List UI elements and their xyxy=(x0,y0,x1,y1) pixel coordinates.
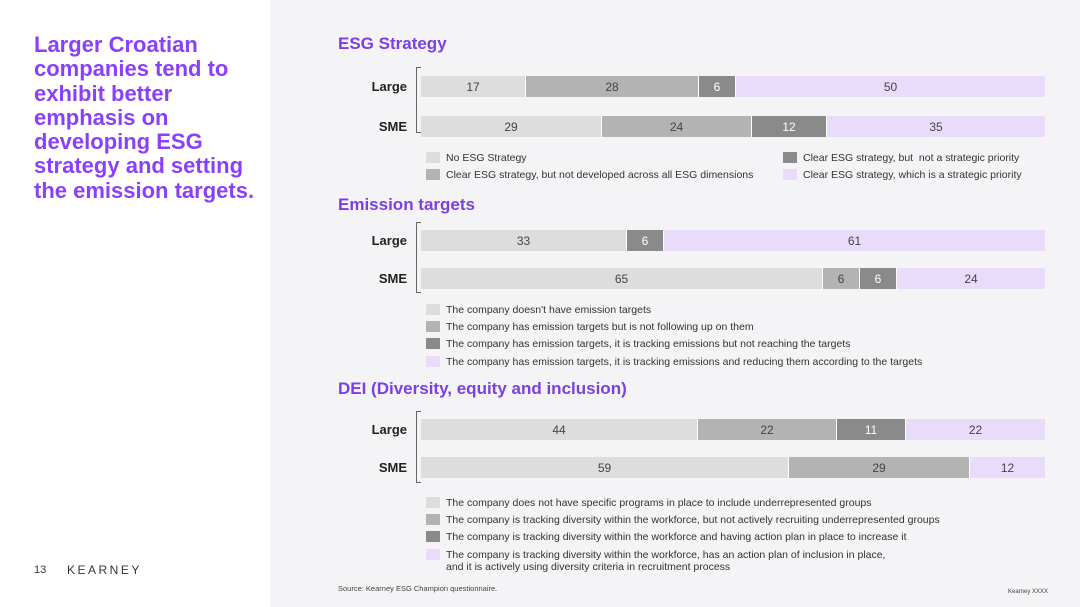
legend-entry: No ESG Strategy xyxy=(426,152,527,164)
legend-swatch xyxy=(426,321,440,333)
stacked-bar: 33 6 61 xyxy=(421,230,1045,251)
bar-segment: 12 xyxy=(752,116,827,137)
axis-bracket xyxy=(416,67,421,133)
legend-label: The company is tracking diversity within… xyxy=(446,514,940,527)
category-label: SME xyxy=(378,271,407,286)
legend-label: Clear ESG strategy, but not a strategic … xyxy=(803,152,1020,164)
headline: Larger Croatian companies tend to exhibi… xyxy=(34,32,255,203)
category-label: Large xyxy=(371,233,407,248)
category-label: Large xyxy=(371,79,407,94)
bar-segment: 22 xyxy=(906,419,1045,440)
bar-segment: 65 xyxy=(421,268,823,289)
category-label: SME xyxy=(378,460,407,475)
legend-entry: The company is tracking diversity within… xyxy=(426,548,886,573)
bar-segment: 44 xyxy=(421,419,698,440)
legend-entry: Clear ESG strategy, but not a strategic … xyxy=(783,152,1019,164)
chart-title: DEI (Diversity, equity and inclusion) xyxy=(338,379,627,398)
legend-label: No ESG Strategy xyxy=(446,152,527,164)
chart-panel xyxy=(270,0,1080,607)
bar-segment: 35 xyxy=(827,116,1045,137)
bar-segment: 50 xyxy=(736,76,1045,97)
bar-segment: 6 xyxy=(699,76,736,97)
legend-swatch xyxy=(426,355,440,367)
legend-label: The company does not have specific progr… xyxy=(446,497,872,509)
category-label: Large xyxy=(371,422,407,437)
legend-entry: The company doesn't have emission target… xyxy=(426,304,651,316)
bar-segment: 61 xyxy=(664,230,1045,251)
chart-title: ESG Strategy xyxy=(338,34,447,53)
legend-entry: Clear ESG strategy, but not developed ac… xyxy=(426,169,753,181)
bar-segment: 22 xyxy=(698,419,837,440)
bar-segment: 59 xyxy=(421,457,789,478)
bar-segment: 6 xyxy=(627,230,664,251)
copyright-note: Kearney XXXX xyxy=(1008,589,1049,595)
axis-bracket xyxy=(416,222,421,293)
legend-swatch xyxy=(426,169,440,180)
bar-segment: 12 xyxy=(970,457,1045,478)
chart-title: Emission targets xyxy=(338,195,475,214)
legend-swatch xyxy=(426,152,440,163)
bar-segment: 24 xyxy=(602,116,752,137)
legend-label: The company doesn't have emission target… xyxy=(446,304,652,316)
legend-label: Clear ESG strategy, but not developed ac… xyxy=(446,169,754,181)
category-label: SME xyxy=(378,119,407,134)
source-note: Source: Kearney ESG Champion questionnai… xyxy=(338,584,498,593)
stacked-bar: 29 24 12 35 xyxy=(421,116,1045,137)
legend-entry: The company is tracking diversity within… xyxy=(426,531,906,543)
brand-logo: KEARNEY xyxy=(67,563,142,577)
legend-swatch xyxy=(426,548,440,560)
legend-swatch xyxy=(426,304,440,315)
bar-segment: 29 xyxy=(421,116,602,137)
stacked-bar: 17 28 6 50 xyxy=(421,76,1045,97)
page-number: 13 xyxy=(34,564,47,576)
legend-label: The company is tracking diversity within… xyxy=(446,548,886,573)
bar-segment: 17 xyxy=(421,76,526,97)
bar-segment: 28 xyxy=(526,76,699,97)
bar-segment: 11 xyxy=(837,419,906,440)
legend-label: The company has emission targets, it is … xyxy=(446,355,923,368)
legend-entry: The company has emission targets, it is … xyxy=(426,338,850,350)
bar-segment: 24 xyxy=(897,268,1045,289)
legend-label: The company has emission targets, it is … xyxy=(446,338,851,351)
bar-segment: 33 xyxy=(421,230,627,251)
legend-entry: The company has emission targets but is … xyxy=(426,321,754,333)
stacked-bar: 65 6 6 24 xyxy=(421,268,1045,289)
legend-label: The company has emission targets but is … xyxy=(446,321,754,334)
bar-segment: 6 xyxy=(823,268,860,289)
legend-swatch xyxy=(783,152,797,163)
legend-entry: The company is tracking diversity within… xyxy=(426,514,940,526)
stacked-bar: 59 29 12 xyxy=(421,457,1045,478)
bar-segment: 29 xyxy=(789,457,970,478)
legend-entry: Clear ESG strategy, which is a strategic… xyxy=(783,169,1022,181)
bar-segment: 6 xyxy=(860,268,897,289)
legend-swatch xyxy=(426,514,440,526)
legend-entry: The company does not have specific progr… xyxy=(426,497,872,509)
legend-swatch xyxy=(426,338,440,350)
left-panel: Larger Croatian companies tend to exhibi… xyxy=(0,0,270,607)
axis-bracket xyxy=(416,411,421,483)
legend-swatch xyxy=(426,531,440,543)
legend-entry: The company has emission targets, it is … xyxy=(426,355,923,368)
stacked-bar: 44 22 11 22 xyxy=(421,419,1045,440)
legend-swatch xyxy=(783,169,797,180)
legend-label: Clear ESG strategy, which is a strategic… xyxy=(803,169,1022,181)
legend-label: The company is tracking diversity within… xyxy=(446,531,907,544)
legend-swatch xyxy=(426,497,440,508)
